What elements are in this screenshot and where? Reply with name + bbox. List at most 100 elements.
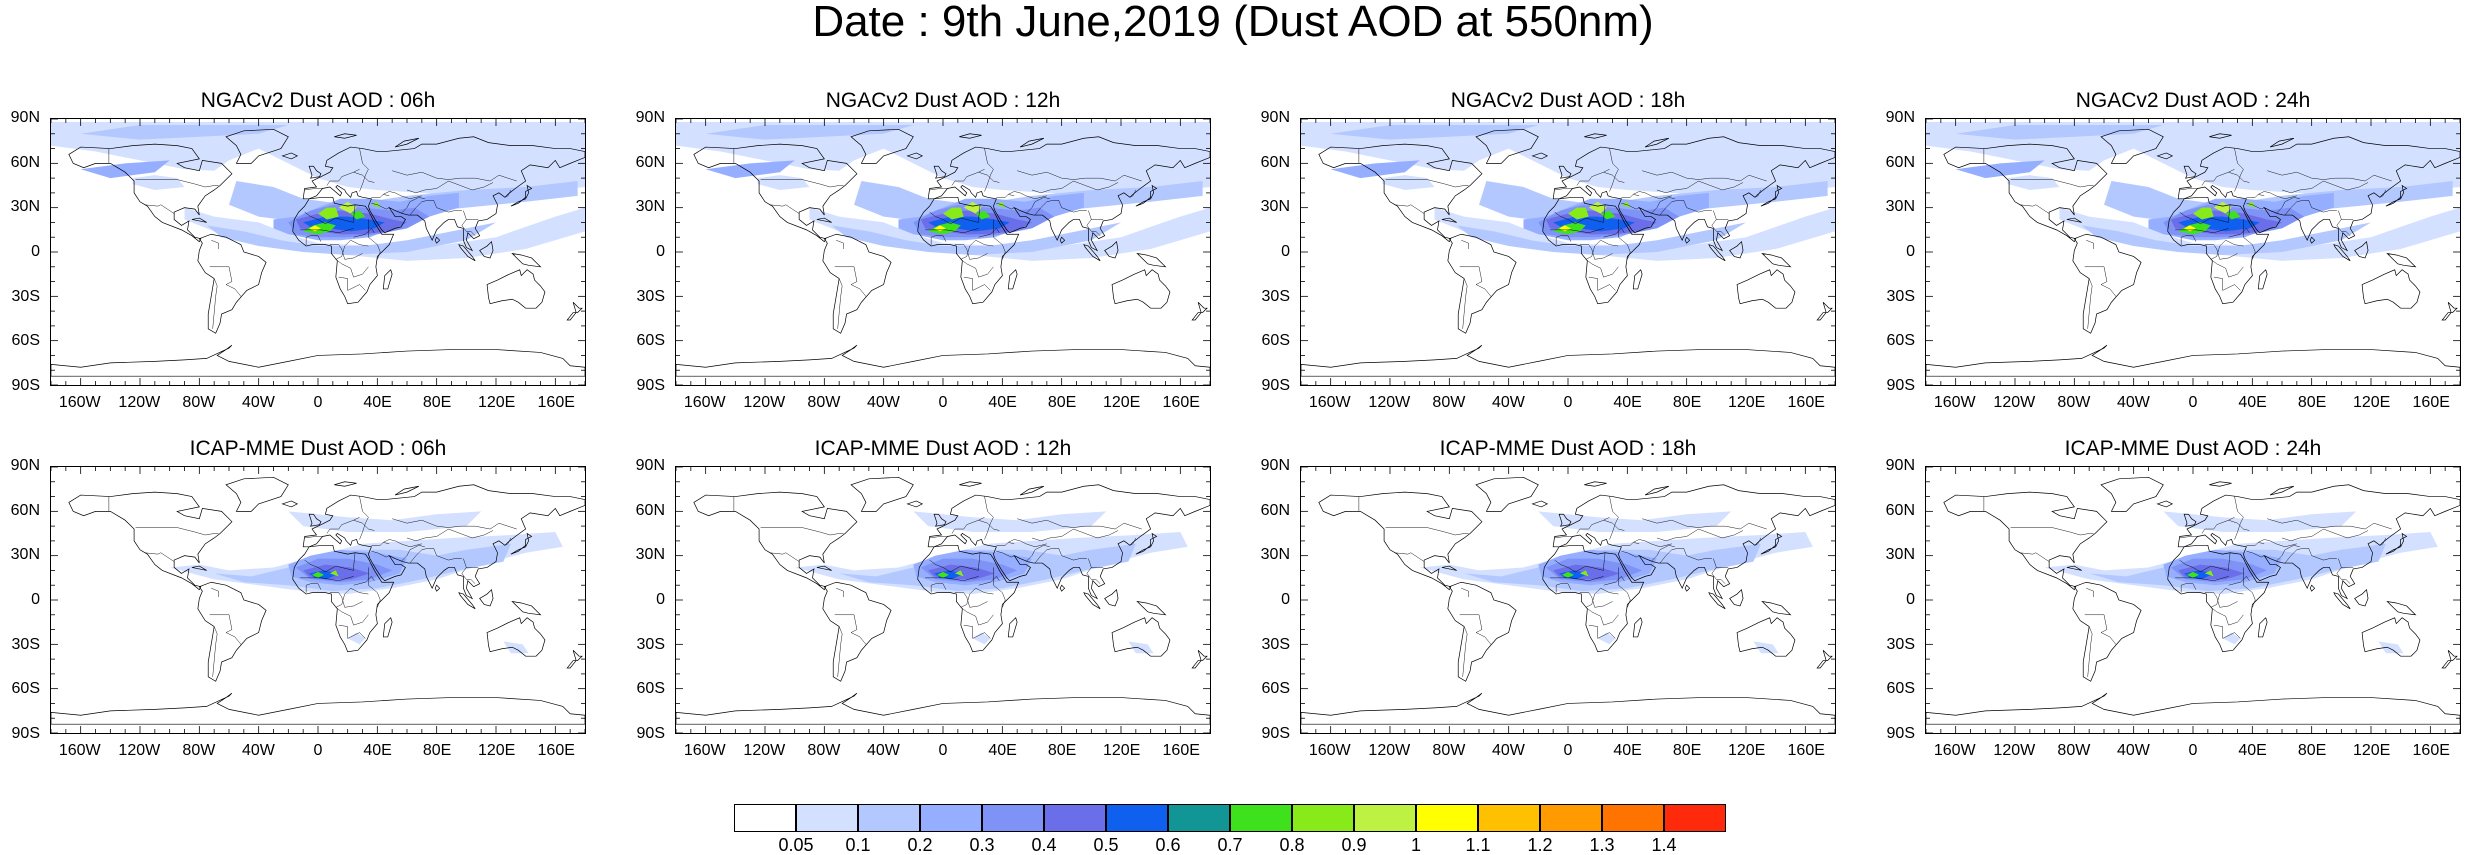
dust-aod-field bbox=[1419, 511, 1813, 654]
coastline-svalbard bbox=[959, 481, 982, 487]
x-tick-label: 0 bbox=[1563, 394, 1573, 411]
y-tick-label: 90N bbox=[1260, 109, 1290, 126]
x-tick-label: 160E bbox=[537, 742, 575, 759]
coastline-australia bbox=[1111, 617, 1171, 657]
y-tick-label: 0 bbox=[1281, 591, 1290, 608]
country-border bbox=[836, 239, 844, 250]
country-border bbox=[436, 528, 494, 539]
y-tick-label: 30N bbox=[1885, 546, 1915, 564]
country-border bbox=[930, 235, 947, 245]
aod-contour-c9 bbox=[1621, 201, 1631, 208]
country-border bbox=[2267, 170, 2392, 182]
x-tick-label: 120E bbox=[1102, 394, 1141, 411]
y-tick-label: 30S bbox=[636, 287, 665, 305]
y-tick-label: 60N bbox=[635, 501, 665, 519]
country-border bbox=[1086, 558, 1101, 584]
x-tick-label: 120W bbox=[743, 742, 786, 759]
y-tick-label: 90S bbox=[1886, 725, 1915, 742]
x-tick-label: 40W bbox=[241, 742, 275, 759]
coastlines bbox=[1301, 128, 1835, 377]
x-tick-label: 160W bbox=[1308, 742, 1351, 759]
country-border bbox=[963, 276, 991, 291]
coastline-australia bbox=[1111, 269, 1171, 309]
aod-contour-c8 bbox=[1562, 571, 1574, 578]
aod-contour-c2 bbox=[1330, 124, 1539, 140]
y-tick-label: 0 bbox=[31, 243, 40, 260]
country-border bbox=[2228, 519, 2250, 531]
aod-contour-c1 bbox=[347, 632, 366, 645]
country-border bbox=[960, 607, 994, 626]
coastline-new-zealand bbox=[1816, 649, 1833, 669]
x-tick-label: 40E bbox=[988, 394, 1017, 411]
y-tick-label: 90N bbox=[10, 109, 40, 126]
y-tick-label: 90N bbox=[1260, 457, 1290, 474]
y-tick-label: 30N bbox=[1260, 546, 1290, 564]
colorbar-label: 0.3 bbox=[969, 835, 995, 855]
coastline-cuba bbox=[1441, 217, 1457, 223]
y-tick-label: 0 bbox=[1906, 243, 1915, 260]
coastline-japan bbox=[2385, 532, 2408, 555]
colorbar-swatch bbox=[1230, 804, 1292, 832]
country-border bbox=[1459, 266, 1483, 282]
country-border bbox=[304, 536, 323, 539]
coastline-south-america bbox=[2072, 233, 2142, 334]
aod-contour-c8 bbox=[312, 571, 324, 578]
country-border bbox=[954, 244, 988, 260]
world-map bbox=[1926, 119, 2460, 385]
country-border bbox=[371, 203, 390, 210]
country-border bbox=[371, 194, 390, 198]
country-border bbox=[1031, 536, 1062, 542]
x-tick-label: 120E bbox=[2352, 742, 2391, 759]
coastline-africa bbox=[2167, 196, 2270, 305]
country-border bbox=[2086, 587, 2094, 598]
coastline-svalbard bbox=[334, 481, 357, 487]
x-tick-label: 160E bbox=[537, 394, 575, 411]
coastline-madagascar bbox=[2257, 269, 2268, 290]
coastline-novaya-zemlya bbox=[1644, 137, 1669, 148]
panel-title: NGACv2 Dust AOD : 24h bbox=[2075, 89, 2311, 112]
country-border bbox=[951, 169, 985, 186]
colorbar-swatch bbox=[1602, 804, 1664, 832]
coastline-greenland bbox=[225, 128, 289, 164]
colorbar-swatch bbox=[1292, 804, 1354, 832]
coastline-japan bbox=[1135, 532, 1158, 555]
country-borders bbox=[108, 148, 517, 329]
x-tick-label: 0 bbox=[938, 742, 948, 759]
country-border bbox=[1385, 527, 1469, 536]
country-border bbox=[2019, 204, 2050, 214]
coastline-great-britain bbox=[933, 513, 947, 527]
country-border bbox=[329, 592, 363, 608]
country-border bbox=[850, 281, 867, 297]
colorbar-label: 0.9 bbox=[1341, 835, 1367, 855]
country-border bbox=[1609, 496, 1619, 540]
coastline-japan bbox=[1760, 532, 1783, 555]
country-border bbox=[2258, 539, 2297, 548]
country-border bbox=[1754, 537, 1762, 546]
x-tick-label: 120W bbox=[118, 742, 161, 759]
country-border bbox=[1621, 551, 1640, 558]
country-border bbox=[2210, 587, 2244, 608]
country-border bbox=[2336, 558, 2351, 584]
world-map bbox=[676, 119, 1210, 385]
country-border bbox=[2019, 552, 2050, 562]
coastline-australia bbox=[486, 269, 546, 309]
country-border bbox=[304, 552, 356, 573]
y-tick-label: 90S bbox=[636, 725, 665, 742]
country-border bbox=[2281, 536, 2312, 542]
coastline-south-america bbox=[822, 581, 892, 682]
coastline-africa bbox=[1542, 196, 1645, 305]
country-border bbox=[2228, 171, 2250, 183]
coastline-eurasia bbox=[927, 136, 1210, 252]
country-border bbox=[326, 169, 360, 186]
coastline-japan bbox=[1760, 184, 1783, 207]
coastline-antarctica bbox=[676, 344, 1210, 377]
country-border bbox=[371, 542, 390, 546]
coastline-great-britain bbox=[308, 165, 322, 179]
map-panel: NGACv2 Dust AOD : 18h 90N 60N 30N 0 30S 60S 90S… bbox=[1250, 90, 1836, 430]
coastline-new-guinea bbox=[1761, 600, 1792, 616]
aod-contour-c2 bbox=[1456, 222, 1747, 255]
y-tick-label: 0 bbox=[656, 591, 665, 608]
x-tick-label: 160E bbox=[1787, 742, 1825, 759]
coastline-iceland bbox=[1531, 500, 1549, 508]
coastline-new-zealand bbox=[566, 649, 583, 669]
